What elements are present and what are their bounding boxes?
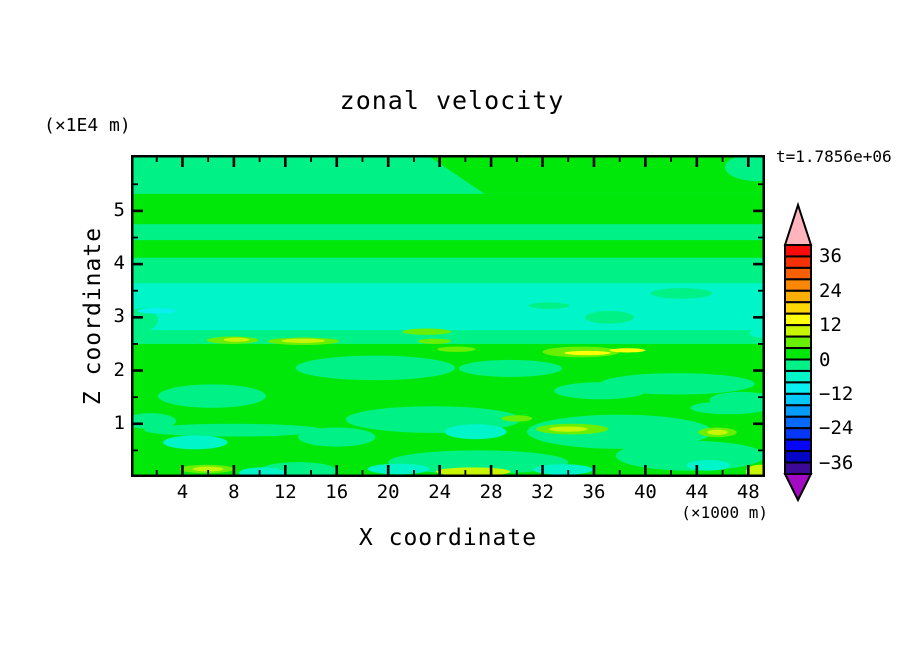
contour-region-spring xyxy=(690,401,765,415)
x-tick-label: 12 xyxy=(273,481,297,503)
colorbar-tick-label: −36 xyxy=(819,451,854,474)
z-tick-label: 4 xyxy=(113,252,125,275)
x-tick-label: 16 xyxy=(325,481,349,503)
colorbar-segment xyxy=(784,255,812,269)
x-tick-label: 44 xyxy=(685,481,709,503)
x-tick-label: 20 xyxy=(376,481,400,503)
contour-region-spring xyxy=(527,414,713,449)
colorbar-tick-label: 24 xyxy=(819,279,842,302)
plot-area xyxy=(131,155,765,477)
colorbar-tick-label: 12 xyxy=(819,314,842,337)
colorbar-segment xyxy=(784,427,812,441)
contour-plot xyxy=(131,155,765,477)
contour-region-spring xyxy=(458,359,562,377)
colorbar-segment xyxy=(784,278,812,292)
contour-region-chartreuse xyxy=(417,338,452,344)
colorbar-segment xyxy=(784,438,812,453)
colorbar-segment xyxy=(784,289,812,304)
x-axis-units-label: (×1000 m) xyxy=(681,503,768,522)
contour-region-spring xyxy=(143,423,324,437)
contour-region-chartreuse xyxy=(402,328,452,335)
contour-region-spring xyxy=(295,355,456,381)
colorbar-segment xyxy=(784,312,812,327)
contour-region-turquoise xyxy=(163,435,228,450)
contour-region-yellowgreen xyxy=(548,426,588,432)
colorbar-segment xyxy=(784,392,812,407)
contour-region-yellowgreen xyxy=(223,337,250,342)
z-tick-label: 2 xyxy=(113,358,125,381)
colorbar-segment xyxy=(784,358,812,372)
colorbar-scale xyxy=(783,201,813,503)
contour-region-yellowgreen xyxy=(281,338,326,343)
contour-region-chartreuse xyxy=(437,346,476,352)
colorbar-segment xyxy=(784,450,812,464)
contour-region-spring xyxy=(528,302,570,309)
z-tick-label: 5 xyxy=(113,198,125,221)
colorbar-under-arrow xyxy=(783,473,813,503)
chart-title: zonal velocity xyxy=(339,86,565,115)
colorbar-segment xyxy=(784,335,812,350)
colorbar-tick-label: 36 xyxy=(819,245,842,268)
z-tick-label: 1 xyxy=(113,411,125,434)
contour-region-cyan xyxy=(137,308,177,314)
x-axis-title: X coordinate xyxy=(358,525,538,551)
colorbar-tick-label: −12 xyxy=(819,382,854,405)
contour-region-spring xyxy=(554,382,647,400)
contour-region-spring xyxy=(650,288,713,299)
x-tick-label: 40 xyxy=(633,481,657,503)
contour-region-spring xyxy=(131,308,159,332)
colorbar-segment xyxy=(784,266,812,281)
x-tick-label: 32 xyxy=(531,481,554,503)
z-axis-units-label: (×1E4 m) xyxy=(44,115,131,136)
contour-region-spring xyxy=(388,450,569,474)
x-tick-label: 48 xyxy=(736,481,760,503)
contour-region-spring xyxy=(158,384,267,408)
contour-region-spring xyxy=(131,413,177,430)
contour-region-yellowgreen xyxy=(745,464,765,477)
colorbar-segment xyxy=(784,381,812,395)
colorbar-segment xyxy=(784,461,812,475)
contour-region-yellow xyxy=(564,350,611,356)
contour-region-yellowgreen xyxy=(192,466,224,472)
contour-region-turquoise xyxy=(444,424,507,440)
colorbar-segment xyxy=(784,415,812,430)
contour-region-turquoise xyxy=(749,329,765,338)
contour-region-spring xyxy=(298,427,376,447)
colorbar-segment xyxy=(784,244,812,258)
x-tick-label: 36 xyxy=(582,481,606,503)
z-tick-label: 3 xyxy=(113,305,125,328)
contour-region-spring xyxy=(584,310,634,324)
colorbar-segment xyxy=(784,404,812,418)
x-tick-label: 8 xyxy=(228,481,240,503)
contour-region-turquoise xyxy=(686,459,731,471)
contour-region-turquoise xyxy=(367,463,430,475)
colorbar-tick-label: −24 xyxy=(819,417,854,440)
colorbar-segment xyxy=(784,347,812,361)
x-tick-label: 4 xyxy=(176,481,189,503)
colorbar xyxy=(779,199,904,509)
contour-region-yellow xyxy=(609,348,646,353)
contour-region-turquoise xyxy=(533,464,593,475)
x-tick-label: 28 xyxy=(479,481,503,503)
colorbar-segment xyxy=(784,369,812,384)
colorbar-over-arrow xyxy=(783,201,813,246)
colorbar-segment xyxy=(784,324,812,338)
colorbar-segment xyxy=(784,301,812,315)
time-annotation: t=1.7856e+06 xyxy=(776,147,892,166)
contour-region-green xyxy=(131,193,765,225)
contour-region-spring xyxy=(725,155,765,182)
contour-region-green xyxy=(426,155,765,194)
x-tick-label: 24 xyxy=(428,481,452,503)
contour-region-chartreuse xyxy=(501,415,533,422)
contour-region-yellowgreen xyxy=(707,429,728,435)
contour-region-green xyxy=(131,240,765,258)
colorbar-tick-label: 0 xyxy=(819,348,831,371)
